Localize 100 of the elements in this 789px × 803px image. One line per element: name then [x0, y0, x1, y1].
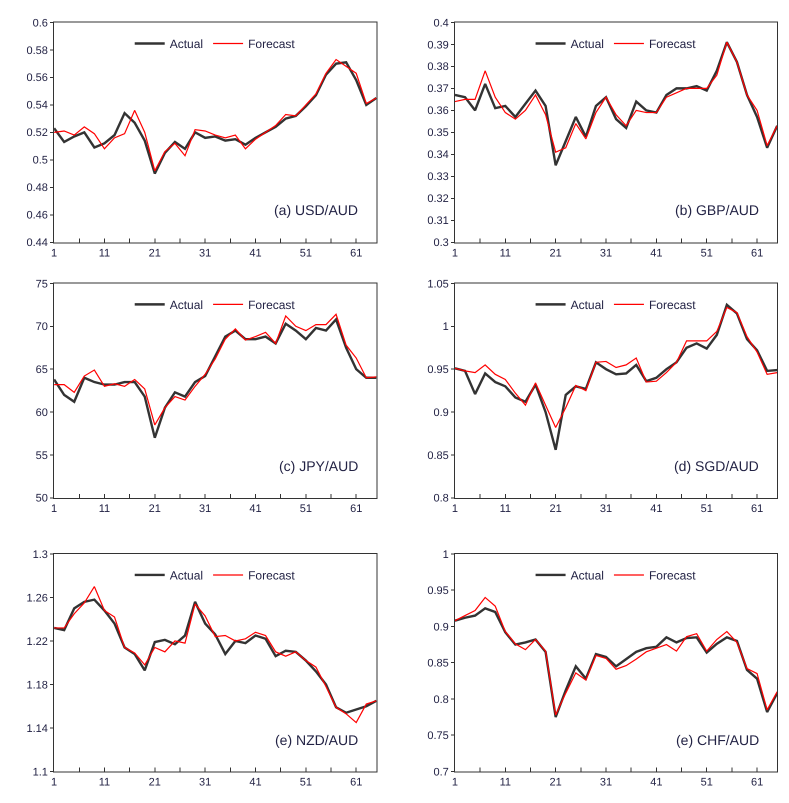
x-tick-label: 1 — [51, 502, 58, 515]
y-tick-label: 1.22 — [26, 636, 48, 648]
y-tick-label: 1.14 — [26, 722, 48, 735]
x-tick-label: 51 — [300, 776, 312, 789]
line-series — [54, 586, 376, 724]
y-tick-label: 0.48 — [26, 182, 48, 194]
x-tick-label: 21 — [550, 248, 562, 260]
y-tick-label: 1.05 — [427, 278, 449, 290]
legend-label: Forecast — [248, 568, 296, 583]
y-tick-label: 55 — [36, 450, 48, 462]
y-tick-label: 0.31 — [427, 215, 449, 228]
y-tick-label: 1.1 — [32, 766, 48, 778]
legend-label: Actual — [570, 298, 604, 312]
legend-label: Actual — [170, 298, 204, 312]
y-tick-label: 0.6 — [32, 17, 48, 30]
x-tick-label: 1 — [452, 776, 458, 789]
y-tick-label: 0.44 — [26, 237, 48, 250]
x-tick-label: 41 — [249, 502, 262, 515]
y-tick-label: 0.95 — [427, 585, 449, 598]
legend-label: Actual — [570, 568, 604, 583]
y-tick-label: 1.3 — [32, 548, 48, 561]
x-tick-label: 11 — [500, 248, 512, 260]
y-tick-label: 65 — [36, 364, 48, 376]
x-tick-label: 1 — [51, 248, 58, 260]
x-tick-label: 51 — [300, 248, 312, 260]
x-tick-label: 11 — [98, 776, 110, 789]
x-tick-label: 1 — [452, 502, 458, 515]
annotation: (b) GBP/AUD — [675, 202, 760, 218]
x-tick-label: 61 — [750, 776, 764, 789]
x-tick-label: 31 — [600, 248, 612, 260]
x-tick-label: 31 — [199, 502, 212, 515]
x-tick-label: 61 — [350, 776, 362, 789]
x-tick-label: 61 — [350, 502, 362, 515]
y-tick-label: 1.26 — [26, 592, 48, 604]
annotation: (c) JPY/AUD — [279, 458, 358, 474]
x-tick-label: 21 — [148, 502, 161, 515]
x-tick-label: 51 — [300, 502, 312, 515]
x-tick-label: 61 — [350, 248, 362, 260]
x-tick-label: 21 — [550, 776, 562, 789]
x-tick-label: 31 — [600, 502, 612, 515]
y-tick-label: 0.8 — [433, 492, 449, 505]
y-tick-label: 0.58 — [26, 44, 48, 57]
y-tick-label: 0.5 — [32, 154, 48, 167]
y-tick-label: 0.33 — [427, 171, 449, 184]
y-tick-label: 1.18 — [26, 679, 48, 692]
y-tick-label: 0.9 — [433, 621, 449, 634]
x-tick-label: 31 — [600, 776, 612, 789]
y-tick-label: 75 — [36, 278, 48, 290]
x-tick-label: 11 — [98, 502, 110, 515]
y-tick-label: 0.39 — [427, 39, 449, 52]
y-tick-label: 0.75 — [427, 730, 449, 742]
y-tick-label: 0.46 — [26, 210, 48, 222]
y-tick-label: 0.34 — [427, 149, 449, 162]
x-tick-label: 41 — [249, 776, 262, 789]
y-tick-label: 70 — [36, 321, 48, 334]
x-tick-label: 21 — [550, 502, 562, 515]
annotation: (a) USD/AUD — [274, 202, 358, 218]
y-tick-label: 0.4 — [433, 17, 449, 30]
x-tick-label: 41 — [650, 776, 662, 789]
y-tick-label: 60 — [36, 406, 48, 419]
x-tick-label: 51 — [700, 248, 713, 260]
x-tick-label: 61 — [750, 248, 764, 260]
y-tick-label: 0.95 — [427, 364, 449, 376]
y-tick-label: 0.32 — [427, 193, 449, 206]
x-tick-label: 1 — [51, 776, 58, 789]
x-tick-label: 41 — [650, 248, 662, 260]
annotation: (e) CHF/AUD — [676, 732, 760, 748]
y-tick-label: 50 — [36, 492, 48, 505]
x-tick-label: 11 — [500, 776, 512, 789]
y-tick-label: 0.56 — [26, 72, 48, 84]
x-tick-label: 31 — [199, 248, 212, 260]
y-tick-label: 0.38 — [427, 61, 449, 74]
x-tick-label: 61 — [750, 502, 764, 515]
x-tick-label: 21 — [148, 776, 161, 789]
y-tick-label: 0.52 — [26, 127, 48, 140]
x-tick-label: 41 — [650, 502, 662, 515]
x-tick-label: 31 — [199, 776, 212, 789]
legend-label: Forecast — [648, 298, 696, 312]
y-tick-label: 0.85 — [427, 450, 449, 462]
legend-label: Forecast — [248, 298, 296, 312]
x-tick-label: 1 — [452, 248, 458, 260]
legend-label: Actual — [170, 568, 204, 583]
legend-label: Actual — [170, 37, 204, 52]
y-tick-label: 1 — [442, 548, 449, 561]
legend-label: Forecast — [648, 37, 696, 52]
y-tick-label: 0.54 — [26, 100, 48, 112]
x-tick-label: 51 — [700, 502, 713, 515]
legend-label: Forecast — [648, 568, 696, 583]
y-tick-label: 0.85 — [427, 658, 449, 670]
y-tick-label: 0.9 — [433, 406, 449, 419]
y-tick-label: 0.36 — [427, 105, 449, 118]
y-tick-label: 0.8 — [433, 694, 449, 706]
x-tick-label: 41 — [249, 248, 262, 260]
y-tick-label: 0.3 — [433, 237, 449, 250]
x-tick-label: 51 — [700, 776, 713, 789]
y-tick-label: 0.35 — [427, 127, 449, 140]
x-tick-label: 11 — [98, 248, 110, 260]
y-tick-label: 0.7 — [433, 766, 449, 778]
annotation: (d) SGD/AUD — [674, 458, 759, 474]
legend-label: Forecast — [248, 37, 296, 52]
